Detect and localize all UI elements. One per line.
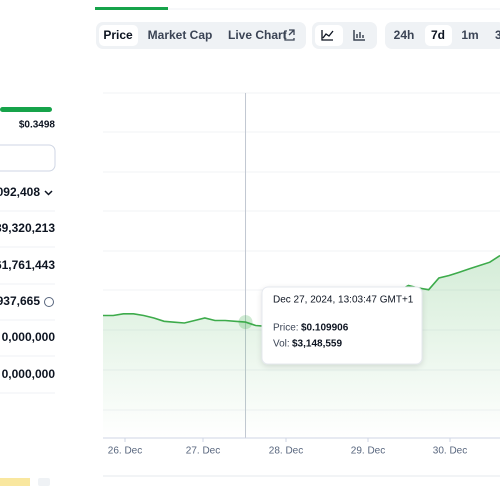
tooltip-price: $0.109906 bbox=[301, 323, 349, 334]
range[interactable]: 24h bbox=[394, 28, 415, 42]
x-tick-label: 29. Dec bbox=[351, 446, 385, 457]
range[interactable]: 7d bbox=[431, 28, 445, 42]
stat-value: 092,408 bbox=[0, 185, 40, 199]
x-tick-label: 26. Dec bbox=[108, 446, 142, 457]
range[interactable]: 1m bbox=[461, 28, 478, 42]
stat-value: 39,320,213 bbox=[0, 221, 55, 235]
plot: 26. Dec 27. Dec 28. Dec 29. Dec 30. Dec Dec 2… bbox=[103, 93, 500, 457]
stat-value: 0,000,000 bbox=[2, 330, 56, 344]
stat-value: 61,761,443 bbox=[0, 258, 55, 272]
range-bar bbox=[0, 107, 52, 112]
x-tick-label: 28. Dec bbox=[269, 446, 303, 457]
tab-underline bbox=[95, 7, 168, 10]
tab[interactable]: Price bbox=[103, 28, 133, 42]
tooltip: Dec 27, 2024, 13:03:47 GMT+1 Price: $0.109… bbox=[261, 286, 423, 365]
chevron[interactable] bbox=[44, 190, 53, 196]
tooltip-vol: $3,148,559 bbox=[292, 339, 342, 350]
tooltip-date: Dec 27, 2024, 13:03:47 GMT+1 bbox=[273, 295, 414, 306]
external-icon bbox=[284, 29, 295, 41]
footer-icons bbox=[0, 478, 30, 486]
tab[interactable]: Live Chart bbox=[228, 28, 287, 42]
range-active bbox=[425, 25, 452, 46]
tooltip-label: Vol: bbox=[273, 339, 290, 350]
x-tick-label: 30. Dec bbox=[433, 446, 467, 457]
candle-icon[interactable] bbox=[353, 30, 365, 41]
footer-icon[interactable] bbox=[38, 478, 50, 486]
x-tick-label: 27. Dec bbox=[186, 446, 220, 457]
tab[interactable]: Market Cap bbox=[148, 28, 213, 42]
range-high: $0.3498 bbox=[19, 120, 56, 131]
hover-halo bbox=[238, 315, 253, 330]
tooltip-label: Price: bbox=[273, 323, 299, 334]
tab-active bbox=[99, 25, 138, 46]
stat-value: 937,665 bbox=[0, 294, 40, 308]
stat-value: 0,000,000 bbox=[2, 367, 56, 381]
input-box[interactable] bbox=[0, 144, 56, 172]
info-icon bbox=[44, 297, 54, 307]
stats-rows: 092,408 39,320,213 61,761,443 937,665 0,000,… bbox=[0, 185, 56, 394]
range[interactable]: 3 bbox=[495, 28, 500, 42]
line-icon bbox=[321, 30, 334, 41]
tooltip-box bbox=[261, 286, 423, 365]
tab-group bbox=[96, 22, 306, 49]
